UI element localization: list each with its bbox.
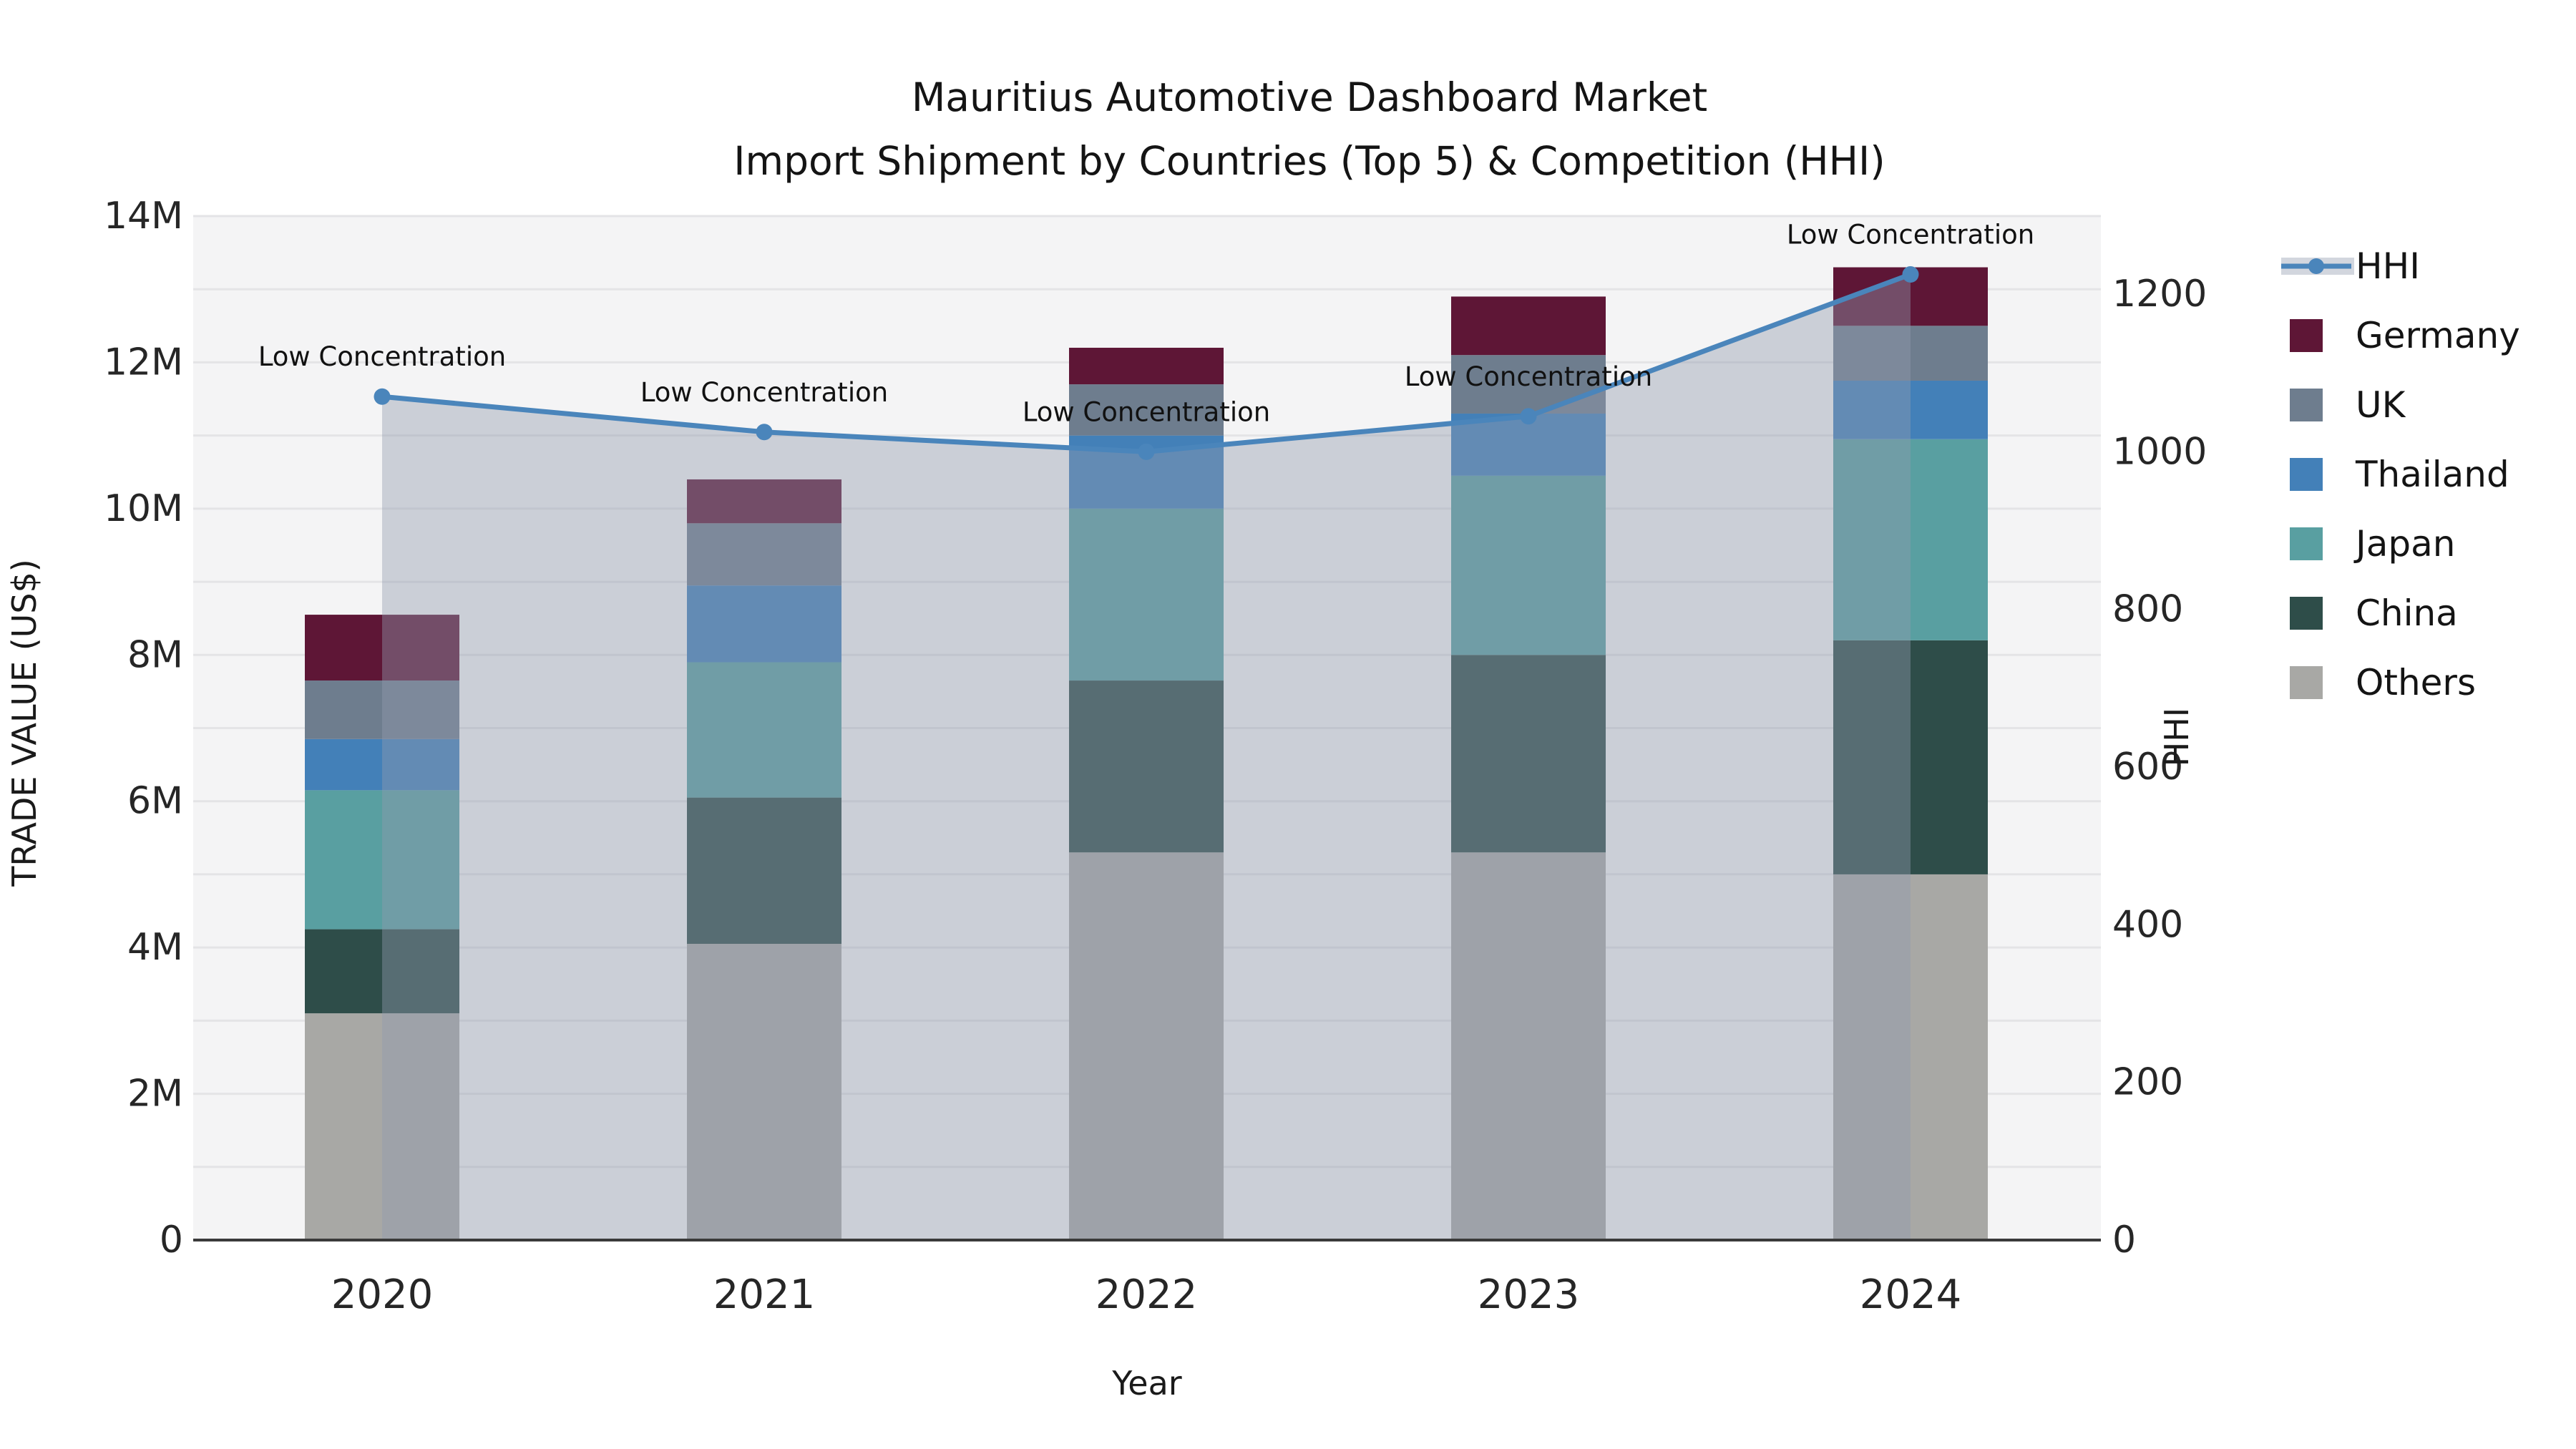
bar-segment-2020-thailand [305, 738, 459, 791]
y-left-tick-label: 6M [127, 780, 183, 823]
bar-segment-2020-uk [305, 680, 459, 739]
y-left-tick-label: 12M [104, 341, 183, 384]
bar-segment-2021-others [687, 944, 841, 1240]
bar-segment-2021-uk [687, 523, 841, 586]
bar-segment-2022-others [1069, 852, 1224, 1240]
hhi-point-2020 [374, 388, 391, 405]
y-right-tick-label: 1200 [2112, 273, 2207, 316]
y-left-tick-label: 8M [127, 633, 183, 676]
bar-segment-2022-uk [1069, 384, 1224, 436]
annotation-2021: Low Concentration [640, 377, 888, 408]
annotation-2022: Low Concentration [1023, 396, 1270, 427]
bar-segment-2024-japan [1833, 439, 1988, 640]
x-tick-label-2023: 2023 [1478, 1272, 1580, 1318]
x-tick-label-2022: 2022 [1096, 1272, 1198, 1318]
bar-segment-2023-china [1451, 655, 1606, 853]
bar-segment-2024-others [1833, 874, 1988, 1240]
hhi-point-2024 [1902, 265, 1919, 283]
bar-segment-2020-japan [305, 790, 459, 930]
y-left-tick-label: 2M [127, 1073, 183, 1116]
annotation-2024: Low Concentration [1787, 219, 2034, 250]
bar-segment-2021-japan [687, 662, 841, 798]
bar-segment-2020-china [305, 929, 459, 1014]
x-tick-label-2021: 2021 [713, 1272, 816, 1318]
chart-title: Mauritius Automotive Dashboard Market [911, 74, 1708, 120]
bar-segment-2022-germany [1069, 347, 1224, 385]
hhi-area [382, 274, 1911, 1240]
annotation-2020: Low Concentration [258, 341, 506, 372]
annotation-2023: Low Concentration [1405, 361, 1652, 392]
bar-segment-2020-others [305, 1013, 459, 1240]
hhi-point-2023 [1520, 408, 1537, 425]
y-right-tick-label: 400 [2112, 903, 2183, 946]
bar-segment-2021-thailand [687, 585, 841, 663]
y-left-tick-label: 0 [160, 1219, 183, 1262]
y-left-tick-label: 14M [104, 195, 183, 238]
y-right-tick-label: 1000 [2112, 430, 2207, 473]
bar-segment-2024-thailand [1833, 380, 1988, 439]
y-right-tick-label: 600 [2112, 746, 2183, 789]
bar-segment-2024-uk [1833, 326, 1988, 381]
bar-segment-2021-china [687, 797, 841, 945]
bar-segment-2021-germany [687, 479, 841, 524]
bar-segment-2023-uk [1451, 355, 1606, 414]
x-tick-label-2024: 2024 [1860, 1272, 1962, 1318]
y-right-tick-label: 800 [2112, 588, 2183, 631]
bar-segment-2020-germany [305, 615, 459, 681]
y-left-tick-label: 10M [104, 487, 183, 530]
y-right-axis-title: HHI [2157, 707, 2196, 767]
bar-segment-2022-japan [1069, 508, 1224, 681]
hhi-point-2021 [756, 424, 773, 441]
x-axis-title: Year [1112, 1364, 1182, 1402]
hhi-point-2022 [1138, 443, 1155, 460]
chart-subtitle: Import Shipment by Countries (Top 5) & C… [733, 138, 1885, 184]
x-tick-label-2020: 2020 [331, 1272, 434, 1318]
y-left-axis-title: TRADE VALUE (US$) [5, 559, 44, 887]
bar-segment-2022-china [1069, 680, 1224, 853]
bar-segment-2023-germany [1451, 296, 1606, 356]
y-left-tick-label: 4M [127, 926, 183, 969]
y-right-tick-label: 0 [2112, 1219, 2136, 1262]
bar-segment-2023-others [1451, 852, 1606, 1240]
bar-segment-2024-china [1833, 640, 1988, 874]
bar-segment-2023-japan [1451, 475, 1606, 655]
y-right-tick-label: 200 [2112, 1061, 2183, 1104]
